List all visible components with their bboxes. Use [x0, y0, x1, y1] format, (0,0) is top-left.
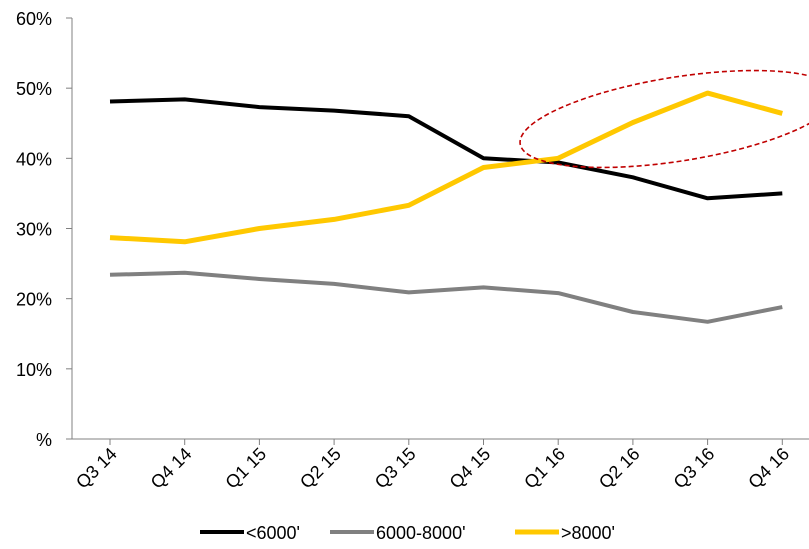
x-tick-label: Q2 15 [296, 444, 345, 493]
y-tick-label: 60% [16, 9, 52, 29]
legend-label-1: 6000-8000' [376, 523, 466, 543]
series-line-0 [109, 97, 783, 201]
y-tick-label: 30% [16, 220, 52, 240]
x-tick-label: Q4 14 [147, 444, 196, 493]
x-tick-label: Q1 16 [520, 444, 569, 493]
series-layer [109, 90, 783, 324]
y-tick-label: 40% [16, 149, 52, 169]
annotation-layer [519, 69, 809, 169]
x-tick-label: Q2 16 [595, 444, 644, 493]
x-tick-label: Q3 16 [670, 444, 719, 493]
x-axis: Q3 14 Q4 14 Q1 15 Q2 15 Q3 15 Q4 15 Q1 16 Q2 16… [72, 438, 809, 493]
series-line-1 [109, 270, 783, 324]
x-tick-label: Q1 15 [221, 444, 270, 493]
legend-label-2: >8000' [561, 523, 615, 543]
x-tick-label: Q4 15 [446, 444, 495, 493]
legend: <6000' 6000-8000' >8000' [200, 523, 615, 543]
y-tick-label: 20% [16, 290, 52, 310]
y-tick-label: 10% [16, 360, 52, 380]
x-tick-label: Q3 14 [72, 444, 121, 493]
series-line-2 [109, 90, 783, 245]
x-tick-label: Q3 15 [371, 444, 420, 493]
highlight-ellipse [519, 69, 809, 169]
y-tick-label: 50% [16, 79, 52, 99]
y-axis: % 10% 20% 30% 40% 50% 60% [16, 9, 73, 450]
x-tick-label: Q4 16 [744, 444, 793, 493]
legend-label-0: <6000' [246, 523, 300, 543]
y-tick-label: % [36, 430, 52, 450]
